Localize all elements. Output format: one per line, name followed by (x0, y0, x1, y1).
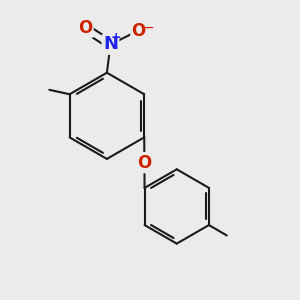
Text: O: O (78, 19, 92, 37)
Text: N: N (103, 35, 118, 53)
Text: O: O (132, 22, 146, 40)
Text: +: + (110, 32, 121, 44)
Text: O: O (137, 154, 152, 172)
Text: −: − (143, 20, 154, 34)
